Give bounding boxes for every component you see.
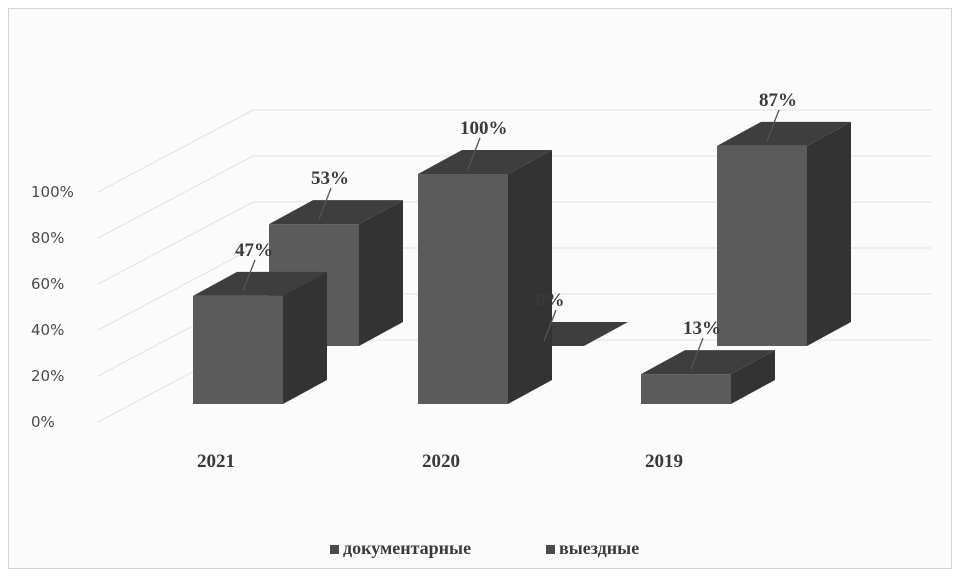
gridline-diagonal bbox=[97, 155, 254, 239]
category-labels: 2021 2020 2019 bbox=[197, 451, 683, 472]
y-tick-label: 0% bbox=[31, 413, 55, 431]
bar-top bbox=[193, 271, 327, 296]
leader-line bbox=[690, 337, 704, 370]
bar-series-2-2019 bbox=[717, 121, 851, 347]
bar-side bbox=[283, 271, 327, 404]
data-label: 0% bbox=[536, 290, 565, 311]
legend: документарные выездные bbox=[330, 538, 639, 558]
bar-series-1-2019 bbox=[641, 350, 775, 404]
bar-side bbox=[731, 350, 775, 404]
leader-line bbox=[318, 187, 332, 220]
bar-side bbox=[359, 200, 403, 346]
category-label: 2021 bbox=[197, 451, 235, 472]
category-label: 2020 bbox=[422, 451, 460, 472]
gridline-diagonal bbox=[97, 201, 254, 285]
legend-label-series-2: выездные bbox=[559, 538, 639, 558]
bar-top bbox=[641, 350, 775, 375]
data-label: 53% bbox=[311, 168, 349, 189]
bars bbox=[193, 121, 851, 404]
bar-face bbox=[193, 295, 283, 404]
bar-face bbox=[717, 145, 807, 346]
bar-top bbox=[269, 200, 403, 225]
y-tick-label: 40% bbox=[31, 321, 64, 339]
bar-top bbox=[418, 150, 552, 174]
chart-frame: 0% 20% 40% 60% 80% 100% 53% 0% 87% 47% 100% 13% 20… bbox=[8, 8, 952, 569]
y-tick-label: 20% bbox=[31, 367, 64, 385]
data-label: 87% bbox=[759, 90, 797, 111]
legend-swatch-series-2 bbox=[546, 545, 555, 554]
legend-swatch-series-1 bbox=[330, 545, 339, 554]
y-axis-ticks: 0% 20% 40% 60% 80% 100% bbox=[31, 183, 74, 431]
data-label: 100% bbox=[460, 118, 508, 139]
leader-line bbox=[242, 259, 256, 292]
bar-face bbox=[418, 174, 508, 404]
data-labels: 53% 0% 87% 47% 100% 13% bbox=[235, 90, 797, 370]
gridline-diagonal bbox=[97, 109, 254, 193]
bar-series-1-2021 bbox=[193, 271, 327, 404]
bar-chart-3d: 0% 20% 40% 60% 80% 100% 53% 0% 87% 47% 100% 13% 20… bbox=[31, 90, 931, 558]
leader-line bbox=[467, 137, 481, 170]
bar-side bbox=[508, 150, 552, 404]
bar-face bbox=[641, 374, 731, 404]
data-label: 13% bbox=[683, 318, 721, 339]
y-tick-label: 80% bbox=[31, 229, 64, 247]
leader-line bbox=[766, 109, 780, 142]
category-label: 2019 bbox=[645, 451, 683, 472]
legend-label-series-1: документарные bbox=[343, 538, 471, 558]
y-tick-label: 100% bbox=[31, 183, 74, 201]
gridline-diagonal bbox=[97, 247, 254, 331]
bar-top bbox=[717, 121, 851, 146]
bar-side bbox=[807, 121, 851, 347]
y-tick-label: 60% bbox=[31, 275, 64, 293]
leader-line bbox=[543, 309, 557, 342]
bar-series-1-2020 bbox=[418, 150, 552, 404]
data-label: 47% bbox=[235, 240, 273, 261]
